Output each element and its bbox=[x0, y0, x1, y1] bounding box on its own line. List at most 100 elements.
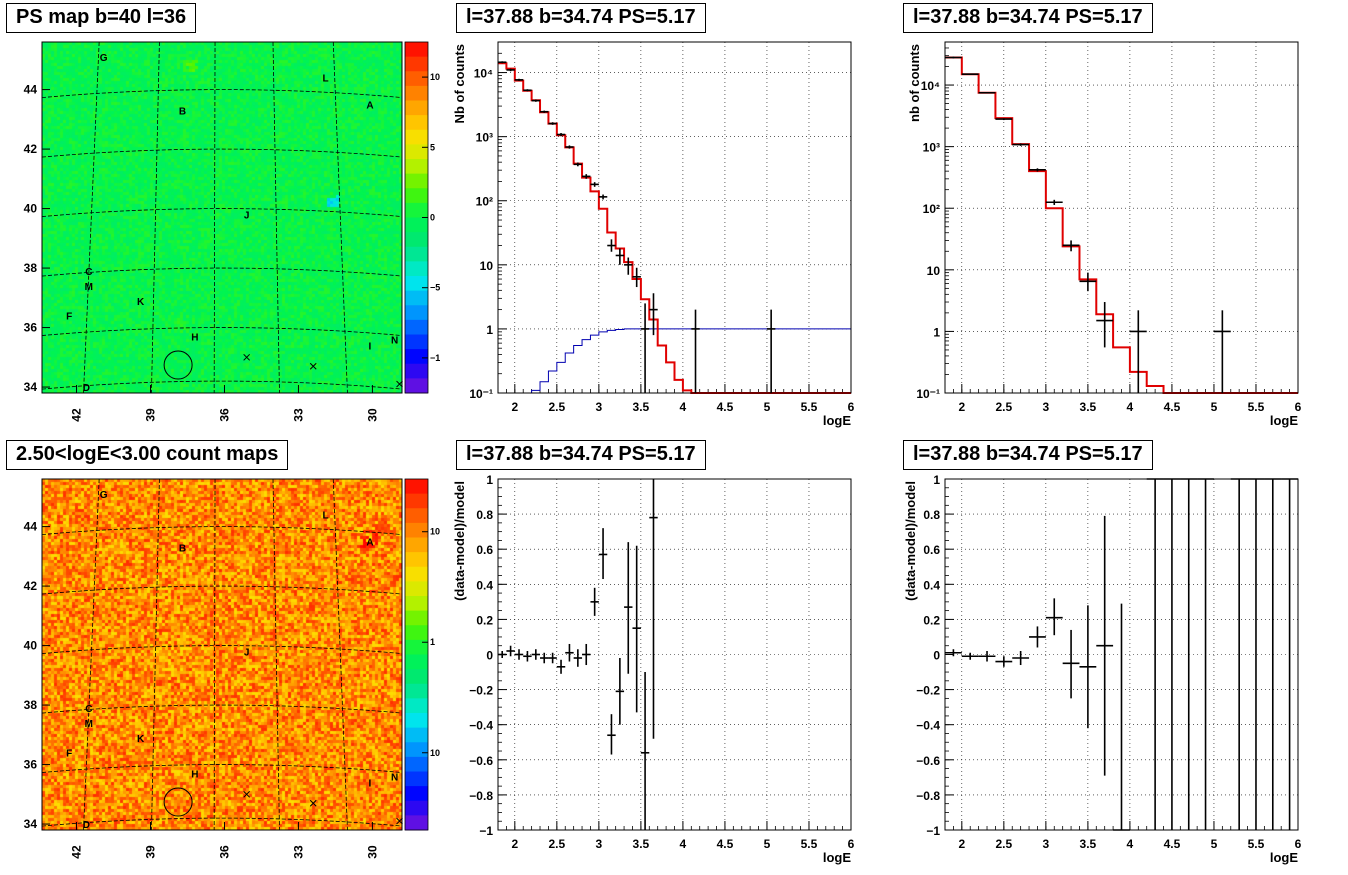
colorbar-cell bbox=[405, 610, 428, 626]
data-point bbox=[1029, 168, 1046, 172]
data-point bbox=[582, 643, 591, 666]
source-cross bbox=[309, 362, 317, 370]
map-grid bbox=[41, 478, 403, 831]
y-tick-label: −0.8 bbox=[469, 789, 493, 803]
y-tick-label: 38 bbox=[24, 261, 38, 275]
source-label: A bbox=[366, 100, 373, 111]
data-point bbox=[498, 61, 507, 64]
y-tick-label: 10³ bbox=[923, 141, 940, 155]
y-tick-label: 1 bbox=[933, 473, 940, 487]
colorbar-cell bbox=[405, 713, 428, 729]
data-point bbox=[1213, 310, 1231, 393]
colorbar-cell bbox=[405, 246, 428, 262]
model-histogram bbox=[498, 62, 851, 394]
data-point bbox=[607, 239, 616, 252]
grid bbox=[945, 42, 1299, 394]
colorbar-cell bbox=[405, 276, 428, 292]
colorbar-cell bbox=[405, 669, 428, 685]
colorbar-cell bbox=[405, 100, 428, 116]
colorbar-cell bbox=[405, 56, 428, 72]
y-tick-label: 0.4 bbox=[923, 578, 940, 592]
y-tick-label: 10² bbox=[923, 202, 940, 216]
colorbar-cell bbox=[405, 188, 428, 204]
x-tick-label: 2.5 bbox=[995, 837, 1012, 851]
y-tick-label: 42 bbox=[24, 579, 38, 593]
y-tick-label: 0.2 bbox=[476, 613, 493, 627]
x-tick-label: 36 bbox=[217, 408, 231, 422]
y-axis-label: (data-model)/model bbox=[903, 481, 918, 601]
y-tick-label: 10 bbox=[480, 259, 494, 273]
colorbar-label: 10⁻¹ bbox=[430, 748, 440, 758]
data-point bbox=[649, 293, 658, 336]
x-tick-label: 6 bbox=[1295, 837, 1302, 851]
target-circle bbox=[163, 787, 193, 817]
data-point bbox=[640, 303, 650, 393]
source-label: J bbox=[244, 648, 250, 659]
x-tick-label: 2.5 bbox=[548, 400, 565, 414]
data-point bbox=[565, 145, 574, 149]
map-frame bbox=[41, 478, 403, 831]
grid-meridian bbox=[151, 478, 160, 831]
source-label: D bbox=[83, 383, 90, 394]
source-label: L bbox=[323, 74, 329, 85]
colorbar-cell bbox=[405, 537, 428, 553]
colorbar-cell bbox=[405, 334, 428, 350]
y-tick-label: 10⁴ bbox=[474, 67, 493, 81]
data-point bbox=[531, 99, 541, 102]
data-point bbox=[995, 656, 1013, 667]
x-tick-label: 5.5 bbox=[1248, 400, 1265, 414]
data-point bbox=[531, 649, 541, 660]
colorbar-label: 5 bbox=[430, 142, 435, 152]
data-point bbox=[573, 162, 583, 167]
data-point bbox=[1012, 143, 1030, 146]
y-tick-label: −1 bbox=[926, 824, 940, 838]
y-tick-label: −1 bbox=[479, 824, 493, 838]
y-tick-label: 0.6 bbox=[476, 543, 493, 557]
data-point bbox=[615, 248, 625, 265]
colorbar-cell bbox=[405, 596, 428, 612]
colorbar-cell bbox=[405, 85, 428, 101]
y-tick-label: 0.6 bbox=[923, 543, 940, 557]
x-tick-label: 2 bbox=[958, 400, 965, 414]
x-tick-label: 4.5 bbox=[717, 837, 734, 851]
y-tick-label: 0.4 bbox=[476, 578, 493, 592]
colorbar-cell bbox=[405, 232, 428, 248]
grid-meridian bbox=[83, 478, 100, 831]
y-tick-label: 0 bbox=[933, 649, 940, 663]
data-point bbox=[632, 267, 641, 288]
instrument-curve bbox=[523, 328, 851, 394]
grid-meridian bbox=[332, 478, 348, 831]
y-tick-label: 36 bbox=[24, 758, 38, 772]
grid-parallel bbox=[41, 764, 403, 773]
colorbar-cell bbox=[405, 378, 428, 394]
x-tick-label: 2 bbox=[511, 837, 518, 851]
x-tick-label: 3.5 bbox=[1080, 837, 1097, 851]
colorbar-cell bbox=[405, 173, 428, 189]
x-tick-label: 6 bbox=[848, 837, 855, 851]
grid-parallel bbox=[41, 817, 403, 827]
data-point bbox=[1281, 478, 1298, 830]
colorbar-label: 1 bbox=[430, 637, 435, 647]
data-point bbox=[1113, 603, 1130, 831]
data-point bbox=[582, 174, 591, 179]
grid-parallel bbox=[41, 208, 403, 217]
data-point bbox=[523, 89, 532, 92]
x-tick-label: 4.5 bbox=[717, 400, 734, 414]
spectrum-fine-svg: 2 2.5 3 3.5 4 4.5 5 5.5 6 10⁻¹ 1 10 10² 10³ 10⁴ logE Nb … bbox=[452, 41, 855, 428]
colorbar-cell bbox=[405, 639, 428, 655]
colorbar-label: 0 bbox=[430, 213, 435, 223]
y-tick-label: 44 bbox=[24, 520, 38, 534]
colorbar-cell bbox=[405, 800, 428, 816]
y-tick-label: 42 bbox=[24, 142, 38, 156]
grid-parallel bbox=[41, 327, 403, 336]
source-label: J bbox=[244, 211, 250, 222]
x-tick-label: 39 bbox=[143, 845, 157, 859]
grid-meridian bbox=[213, 41, 216, 394]
source-label: G bbox=[100, 490, 108, 501]
data-point bbox=[649, 479, 658, 739]
y-tick-label: −0.6 bbox=[469, 754, 493, 768]
colorbar-cell bbox=[405, 349, 428, 365]
data-point bbox=[624, 257, 633, 275]
data-point bbox=[1129, 310, 1147, 393]
data-point bbox=[1062, 240, 1080, 252]
